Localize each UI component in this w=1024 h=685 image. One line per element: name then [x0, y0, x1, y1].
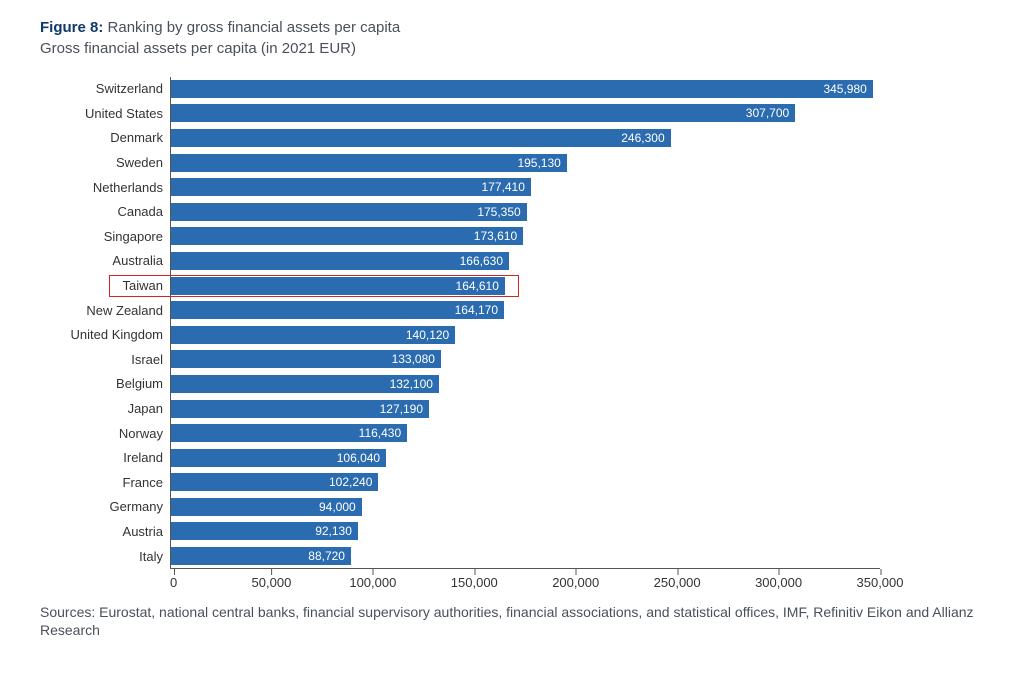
category-label: Austria: [123, 524, 171, 539]
bar-row: Netherlands177,410: [171, 175, 880, 200]
bar: 94,000: [171, 498, 362, 516]
figure-subtitle: Gross financial assets per capita (in 20…: [40, 40, 984, 57]
bar-row: Sweden195,130: [171, 150, 880, 175]
value-label: 164,170: [455, 303, 498, 317]
category-label: Italy: [139, 549, 171, 564]
value-label: 88,720: [308, 549, 345, 563]
category-label: Germany: [110, 499, 171, 514]
bar: 246,300: [171, 129, 671, 147]
value-label: 195,130: [517, 156, 560, 170]
value-label: 175,350: [477, 205, 520, 219]
x-tick: 350,000: [857, 575, 904, 590]
bar: 140,120: [171, 326, 455, 344]
value-label: 94,000: [319, 500, 356, 514]
x-tick: 250,000: [654, 575, 701, 590]
value-label: 116,430: [359, 426, 402, 440]
bar-row: Switzerland345,980: [171, 77, 880, 102]
value-label: 92,130: [315, 524, 352, 538]
bar: 345,980: [171, 80, 873, 98]
bar: 173,610: [171, 227, 523, 245]
category-label: Ireland: [123, 450, 171, 465]
x-axis-ticks: 0 50,000 100,000 150,000 200,000 250,000 300,0…: [170, 569, 880, 597]
value-label: 177,410: [481, 180, 524, 194]
value-label: 133,080: [392, 352, 435, 366]
category-label: United Kingdom: [71, 327, 172, 342]
bar-row: Singapore173,610: [171, 224, 880, 249]
sources-note: Sources: Eurostat, national central bank…: [40, 603, 984, 641]
bar: 177,410: [171, 178, 531, 196]
bar: 195,130: [171, 154, 567, 172]
x-tick: 200,000: [552, 575, 599, 590]
category-label: Norway: [119, 426, 171, 441]
category-label: Australia: [112, 253, 171, 268]
x-tick: 300,000: [755, 575, 802, 590]
bar: 175,350: [171, 203, 527, 221]
bar-row: Denmark246,300: [171, 126, 880, 151]
bar-row: Ireland106,040: [171, 445, 880, 470]
value-label: 106,040: [337, 451, 380, 465]
bar-row: Austria92,130: [171, 519, 880, 544]
value-label: 307,700: [746, 106, 789, 120]
value-label: 246,300: [621, 131, 664, 145]
figure-title: Ranking by gross financial assets per ca…: [108, 19, 401, 36]
category-label: Singapore: [104, 229, 171, 244]
bar-row: Australia166,630: [171, 249, 880, 274]
bar-row: United Kingdom140,120: [171, 322, 880, 347]
category-label: Belgium: [116, 376, 171, 391]
x-tick: 50,000: [252, 575, 292, 590]
category-label: Canada: [117, 204, 171, 219]
bar: 132,100: [171, 375, 439, 393]
category-label: Denmark: [110, 130, 171, 145]
figure-container: Figure 8: Ranking by gross financial ass…: [0, 0, 1024, 650]
bar: 164,170: [171, 301, 504, 319]
value-label: 166,630: [460, 254, 503, 268]
bar-row: France102,240: [171, 470, 880, 495]
chart-area: Switzerland345,980United States307,700De…: [170, 77, 880, 597]
bar: 307,700: [171, 104, 795, 122]
bar: 116,430: [171, 424, 407, 442]
bar-row: United States307,700: [171, 101, 880, 126]
x-tick: 100,000: [349, 575, 396, 590]
bar-plot: Switzerland345,980United States307,700De…: [170, 77, 880, 569]
category-label: United States: [85, 106, 171, 121]
bar: 92,130: [171, 522, 358, 540]
category-label: France: [123, 475, 171, 490]
bar-row: Canada175,350: [171, 199, 880, 224]
value-label: 140,120: [406, 328, 449, 342]
category-label: Taiwan: [123, 278, 171, 293]
value-label: 132,100: [390, 377, 433, 391]
bar: 166,630: [171, 252, 509, 270]
value-label: 173,610: [474, 229, 517, 243]
category-label: New Zealand: [86, 303, 171, 318]
bar-row: Norway116,430: [171, 421, 880, 446]
bar-row: New Zealand164,170: [171, 298, 880, 323]
value-label: 102,240: [329, 475, 372, 489]
bar: 106,040: [171, 449, 386, 467]
x-tick: 0: [170, 575, 177, 590]
bar-row: Israel133,080: [171, 347, 880, 372]
bar-row: Japan127,190: [171, 396, 880, 421]
category-label: Israel: [131, 352, 171, 367]
bar-row: Italy88,720: [171, 544, 880, 569]
value-label: 164,610: [456, 279, 499, 293]
bar: 127,190: [171, 400, 429, 418]
value-label: 127,190: [380, 402, 423, 416]
value-label: 345,980: [823, 82, 866, 96]
x-tick: 150,000: [451, 575, 498, 590]
category-label: Sweden: [116, 155, 171, 170]
category-label: Japan: [128, 401, 171, 416]
bar-row: Belgium132,100: [171, 372, 880, 397]
bar-row: Taiwan164,610: [171, 273, 880, 298]
figure-title-line: Figure 8: Ranking by gross financial ass…: [40, 18, 984, 38]
category-label: Netherlands: [93, 180, 171, 195]
category-label: Switzerland: [96, 81, 171, 96]
bar: 133,080: [171, 350, 441, 368]
bar: 88,720: [171, 547, 351, 565]
bar: 164,610: [171, 277, 505, 295]
figure-number: Figure 8:: [40, 19, 103, 36]
bar-row: Germany94,000: [171, 495, 880, 520]
bar: 102,240: [171, 473, 378, 491]
